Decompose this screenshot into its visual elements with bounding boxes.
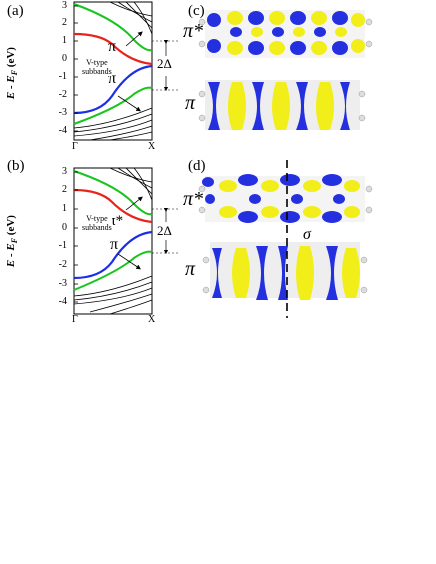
pi-label-a-lower: π (108, 70, 117, 87)
blue-band-b (73, 230, 153, 280)
xtick-x-a: X (148, 141, 156, 152)
ytick: 0 (62, 222, 67, 233)
panel-label-b: (b) (7, 158, 25, 174)
vtype-annotation-b: V-type subbands (82, 214, 112, 232)
red-band-b (73, 188, 153, 224)
band-plot-a (73, 1, 180, 141)
ytick: -4 (58, 296, 67, 307)
orbital-panel-c (198, 10, 373, 130)
orbital-panel-d (198, 160, 373, 318)
ytick: -2 (58, 89, 67, 100)
vtype-text: V-type (86, 58, 108, 67)
pi-label-a-upper: π (108, 38, 117, 55)
green-band-upper-b (73, 170, 153, 216)
pistar-orbital-c (198, 10, 373, 58)
ytick: -4 (58, 125, 67, 136)
green-band-upper-a (73, 3, 153, 52)
xtick-gamma-b: Γ (72, 314, 78, 325)
sigma-label: σ (303, 226, 311, 243)
ytick: 3 (62, 0, 67, 11)
panel-label-a: (a) (7, 3, 24, 19)
ytick: -3 (58, 278, 67, 289)
red-band-a (73, 32, 153, 66)
pistar-orbital-label-d: π* (183, 188, 204, 210)
green-band-lower-b (73, 250, 153, 291)
gap-label-b: 2Δ (157, 223, 172, 238)
black-subbands-b (73, 167, 153, 315)
subbands-text: subbands (82, 67, 112, 76)
pistar-orbital-d (198, 174, 373, 223)
ytick: 1 (62, 203, 67, 214)
ytick: 2 (62, 17, 67, 28)
blue-band-a (73, 64, 153, 115)
pi-label-b: π (110, 236, 119, 253)
ytick: 3 (62, 166, 67, 177)
yticks-b (74, 171, 78, 303)
ytick: -1 (58, 71, 67, 82)
pi-orbital-d (202, 242, 368, 300)
pistar-orbital-label-c: π* (183, 20, 204, 42)
ylabel-a: E - EF (eV) (4, 47, 20, 100)
gap-label-a: 2Δ (157, 56, 172, 71)
ylabel-b: E - EF (eV) (4, 215, 20, 268)
yticks-a (74, 5, 78, 132)
pi-orbital-c (198, 80, 366, 130)
ytick: 1 (62, 35, 67, 46)
ytick: 0 (62, 53, 67, 64)
pi-orbital-label-c: π (185, 92, 196, 114)
vtype-text: V-type (86, 214, 108, 223)
panel-label-c: (c) (188, 3, 205, 19)
black-subbands-a (73, 1, 153, 141)
ytick: -1 (58, 240, 67, 251)
pi-orbital-label-d: π (185, 258, 196, 280)
panel-label-d: (d) (188, 158, 206, 174)
ytick: -3 (58, 107, 67, 118)
band-plot-b (73, 167, 180, 315)
ytick: -2 (58, 259, 67, 270)
green-band-lower-a (73, 86, 153, 125)
xtick-x-b: X (148, 314, 156, 325)
subbands-text: subbands (82, 223, 112, 232)
plot-frame-a (73, 1, 153, 141)
xtick-gamma-a: Γ (72, 141, 78, 152)
plot-frame-b (73, 167, 153, 315)
ytick: 2 (62, 184, 67, 195)
vtype-annotation-a: V-type subbands (82, 58, 112, 76)
